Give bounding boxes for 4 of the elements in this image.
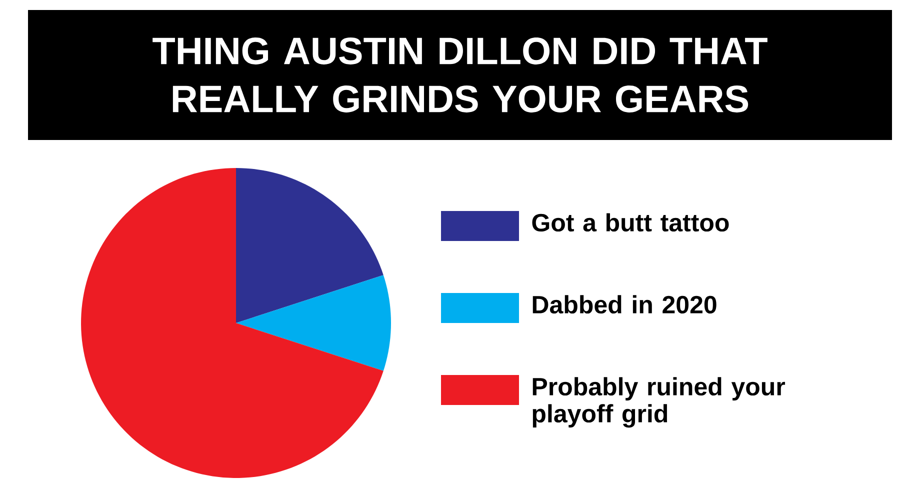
legend-label: Probably ruined your playoff grid	[532, 377, 786, 428]
chart-title: THING AUSTIN DILLON DID THAT REALLY GRINDS YOUR GEARS	[152, 38, 768, 112]
legend-label: Got a butt tattoo	[532, 213, 729, 232]
legend-label: Dabbed in 2020	[532, 295, 716, 314]
